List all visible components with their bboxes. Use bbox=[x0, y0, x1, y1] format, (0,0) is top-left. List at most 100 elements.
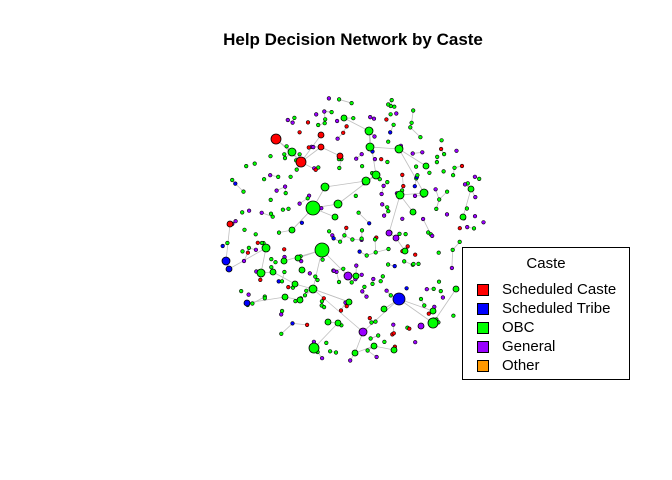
node-obc bbox=[316, 165, 321, 170]
node-obc bbox=[434, 206, 439, 211]
node-obc bbox=[394, 144, 404, 154]
node-general bbox=[380, 202, 385, 207]
node-obc bbox=[392, 104, 397, 109]
node-obc bbox=[435, 154, 440, 159]
node-general bbox=[364, 294, 369, 299]
node-obc bbox=[240, 249, 245, 254]
node-obc bbox=[268, 211, 274, 216]
node-obc bbox=[364, 253, 369, 258]
node-obc bbox=[362, 284, 367, 290]
node-general bbox=[382, 213, 387, 218]
node-obc bbox=[429, 307, 437, 315]
node-obc bbox=[225, 240, 230, 246]
node-obc bbox=[262, 296, 267, 301]
node-scheduled-tribe bbox=[388, 130, 393, 135]
node-general bbox=[472, 214, 478, 219]
network-edge bbox=[362, 298, 400, 333]
node-obc bbox=[389, 97, 394, 103]
node-obc bbox=[385, 180, 390, 185]
legend-label: Scheduled Tribe bbox=[502, 300, 611, 317]
node-obc bbox=[382, 339, 387, 345]
network-edge bbox=[410, 127, 421, 138]
node-obc bbox=[341, 266, 346, 271]
node-general bbox=[400, 216, 405, 221]
node-obc bbox=[385, 205, 390, 210]
node-obc bbox=[288, 174, 293, 179]
node-obc bbox=[427, 170, 432, 175]
node-obc bbox=[320, 257, 325, 262]
node-obc bbox=[464, 206, 470, 211]
node-obc bbox=[450, 247, 455, 252]
node-obc bbox=[261, 243, 271, 253]
node-obc bbox=[323, 117, 328, 122]
node-general bbox=[374, 354, 379, 360]
node-scheduled-tribe bbox=[233, 181, 238, 186]
node-obc bbox=[337, 165, 342, 171]
node-scheduled-caste bbox=[282, 247, 287, 252]
node-obc bbox=[319, 299, 325, 304]
node-scheduled-tribe bbox=[225, 265, 233, 273]
node-obc bbox=[477, 176, 482, 181]
node-general bbox=[424, 287, 429, 292]
node-obc bbox=[351, 349, 359, 357]
node-scheduled-tribe bbox=[404, 286, 409, 291]
node-obc bbox=[316, 122, 321, 128]
node-obc bbox=[280, 257, 288, 265]
legend-label: General bbox=[502, 338, 556, 355]
network-edge bbox=[292, 323, 308, 326]
node-scheduled-tribe bbox=[299, 220, 305, 225]
node-general bbox=[420, 150, 425, 155]
node-scheduled-caste bbox=[313, 167, 318, 172]
node-general bbox=[462, 182, 468, 187]
node-obc bbox=[351, 116, 356, 121]
network-edge bbox=[337, 174, 377, 205]
node-general bbox=[481, 220, 486, 225]
node-obc bbox=[241, 189, 246, 194]
network-edge bbox=[432, 288, 457, 324]
node-general bbox=[320, 356, 325, 361]
node-scheduled-tribe bbox=[243, 299, 251, 307]
node-obc bbox=[302, 293, 308, 298]
legend: Caste Scheduled Caste Scheduled Tribe OB… bbox=[462, 247, 630, 380]
legend-item-obc: OBC bbox=[477, 318, 535, 337]
node-obc bbox=[436, 279, 442, 284]
node-obc bbox=[372, 237, 378, 242]
node-obc bbox=[427, 317, 439, 329]
node-general bbox=[371, 116, 377, 121]
node-scheduled-caste bbox=[226, 220, 234, 228]
node-obc bbox=[269, 268, 277, 276]
node-obc bbox=[386, 246, 391, 252]
node-scheduled-caste bbox=[321, 296, 326, 301]
node-scheduled-caste bbox=[270, 133, 282, 145]
node-obc bbox=[298, 266, 306, 274]
node-obc bbox=[388, 293, 393, 298]
node-general bbox=[430, 233, 435, 238]
node-obc bbox=[368, 336, 373, 341]
node-obc bbox=[324, 340, 329, 346]
node-obc bbox=[286, 206, 291, 211]
node-obc bbox=[386, 209, 391, 214]
node-obc bbox=[315, 277, 320, 283]
node-obc bbox=[287, 147, 297, 157]
node-scheduled-tribe bbox=[221, 256, 231, 266]
node-general bbox=[233, 219, 238, 224]
node-obc bbox=[365, 142, 375, 152]
node-scheduled-caste bbox=[297, 130, 302, 135]
node-obc bbox=[291, 280, 299, 288]
node-obc bbox=[457, 239, 462, 244]
node-general bbox=[381, 183, 386, 188]
node-obc bbox=[345, 298, 353, 306]
node-obc bbox=[294, 167, 299, 172]
node-general bbox=[354, 156, 359, 161]
node-scheduled-caste bbox=[439, 146, 444, 152]
node-obc bbox=[356, 210, 361, 215]
node-obc bbox=[320, 182, 330, 192]
node-obc bbox=[329, 109, 334, 115]
node-general bbox=[290, 120, 295, 125]
node-obc bbox=[416, 261, 421, 267]
node-general bbox=[247, 208, 252, 213]
node-general bbox=[253, 247, 258, 252]
node-general bbox=[368, 114, 373, 120]
node-obc bbox=[313, 274, 318, 279]
